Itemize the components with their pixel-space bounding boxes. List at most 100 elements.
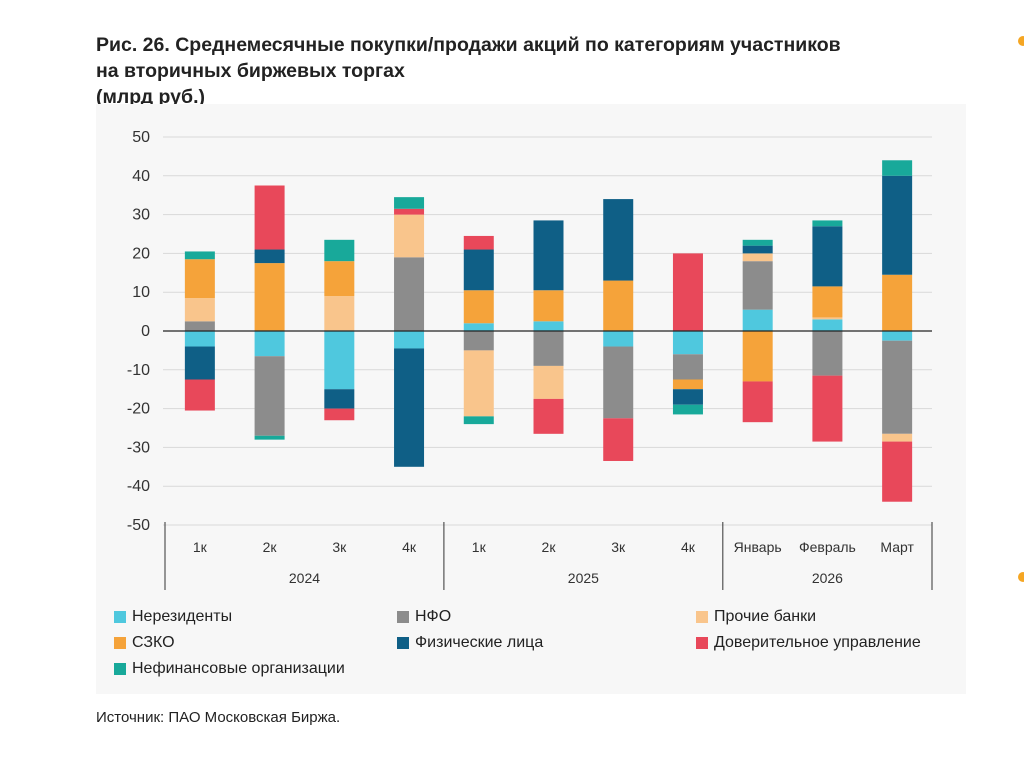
bar-segment <box>882 160 913 176</box>
legend-item: НФО <box>397 608 451 626</box>
y-tick-label: 40 <box>132 168 150 185</box>
bar-segment <box>812 331 843 376</box>
bar-segment <box>394 348 425 467</box>
bar-segment <box>184 298 215 322</box>
y-tick-label: -20 <box>127 401 150 418</box>
y-tick-label: 20 <box>132 245 150 262</box>
decorative-dot-top <box>1018 36 1024 46</box>
bar-segment <box>463 331 494 351</box>
x-tick-label: Март <box>880 539 914 555</box>
bar-segment <box>812 375 843 442</box>
decorative-dot-bottom <box>1018 572 1024 582</box>
bar-segment <box>463 249 494 291</box>
x-group-label: 2026 <box>812 570 843 586</box>
legend-item: Нефинансовые организации <box>114 660 345 678</box>
bar-segment <box>394 197 425 209</box>
bar-segment <box>254 185 285 250</box>
bar-segment <box>324 261 355 297</box>
bar-segment <box>882 331 913 341</box>
x-tick-label: 1к <box>472 539 487 555</box>
bar-segment <box>254 249 285 264</box>
bar-segment <box>324 331 355 390</box>
bar-segment <box>324 296 355 331</box>
bar-segment <box>812 226 843 287</box>
bar-segment <box>254 356 285 436</box>
bar-segment <box>394 331 425 349</box>
x-tick-label: Январь <box>734 539 782 555</box>
chart-title-line-3: (млрд руб.) <box>96 86 205 108</box>
y-tick-label: 50 <box>132 129 150 146</box>
legend-label: Нефинансовые организации <box>132 660 345 677</box>
bar-segment <box>533 321 564 331</box>
bar-segment <box>882 274 913 331</box>
bar-segment <box>533 220 564 291</box>
bar-segment <box>812 319 843 331</box>
legend-swatch <box>114 663 126 675</box>
bar-segment <box>463 416 494 425</box>
legend-label: Физические лица <box>415 634 544 651</box>
bar-segment <box>812 220 843 227</box>
legend-label: НФО <box>415 608 452 625</box>
bar-segment <box>672 404 703 415</box>
y-tick-label: 0 <box>141 323 150 340</box>
bar-segment <box>882 175 913 275</box>
x-tick-label: 4к <box>402 539 417 555</box>
bar-segment <box>672 354 703 380</box>
legend-item: Физические лица <box>397 634 543 652</box>
chart-title-line-2: на вторичных биржевых торгах <box>96 60 405 82</box>
chart-title: Рис. 26. Среднемесячные покупки/продажи … <box>96 32 976 110</box>
bar-segment <box>742 253 773 262</box>
bar-segment <box>184 331 215 347</box>
bar-segment <box>463 235 494 250</box>
source-note: Источник: ПАО Московская Биржа. <box>96 709 341 726</box>
bar-segment <box>184 251 215 260</box>
bar-segment <box>603 346 634 419</box>
bar-segment <box>254 263 285 331</box>
bar-segment <box>672 253 703 331</box>
bar-segment <box>812 317 843 320</box>
x-tick-label: 2к <box>263 539 278 555</box>
bar-segment <box>742 309 773 331</box>
bar-segment <box>184 259 215 299</box>
bar-segment <box>742 245 773 254</box>
bar-segment <box>254 435 285 440</box>
legend-swatch <box>696 637 708 649</box>
y-tick-label: -40 <box>127 478 150 495</box>
bar-segment <box>533 398 564 434</box>
bar-segment <box>463 290 494 324</box>
bar-segment <box>812 286 843 318</box>
bar-segment <box>882 340 913 434</box>
bar-segment <box>603 331 634 347</box>
bar-segment <box>672 331 703 355</box>
x-tick-label: 3к <box>611 539 626 555</box>
bar-segment <box>672 389 703 405</box>
legend-item: Нерезиденты <box>114 608 232 626</box>
x-tick-label: 1к <box>193 539 208 555</box>
bar-segment <box>324 408 355 421</box>
bar-segment <box>533 331 564 366</box>
y-tick-label: -50 <box>127 517 150 534</box>
x-tick-label: 3к <box>332 539 347 555</box>
bar-segment <box>533 365 564 399</box>
legend-item: Прочие банки <box>696 608 816 626</box>
legend-swatch <box>114 611 126 623</box>
legend-label: Доверительное управление <box>714 634 921 651</box>
bar-segment <box>184 321 215 331</box>
x-group-label: 2024 <box>289 570 320 586</box>
bar-segment <box>742 381 773 423</box>
bar-segment <box>882 441 913 502</box>
bar-segment <box>533 290 564 322</box>
legend-item: Доверительное управление <box>696 634 921 652</box>
legend-swatch <box>397 611 409 623</box>
legend-swatch <box>696 611 708 623</box>
bar-segment <box>394 257 425 331</box>
y-tick-label: 10 <box>132 284 150 301</box>
x-group-label: 2025 <box>568 570 599 586</box>
legend-swatch <box>397 637 409 649</box>
bar-segment <box>324 239 355 262</box>
bar-segment <box>394 208 425 215</box>
legend-label: Нерезиденты <box>132 608 233 625</box>
bar-segment <box>603 199 634 281</box>
bar-segment <box>742 331 773 382</box>
bar-segment <box>463 350 494 417</box>
